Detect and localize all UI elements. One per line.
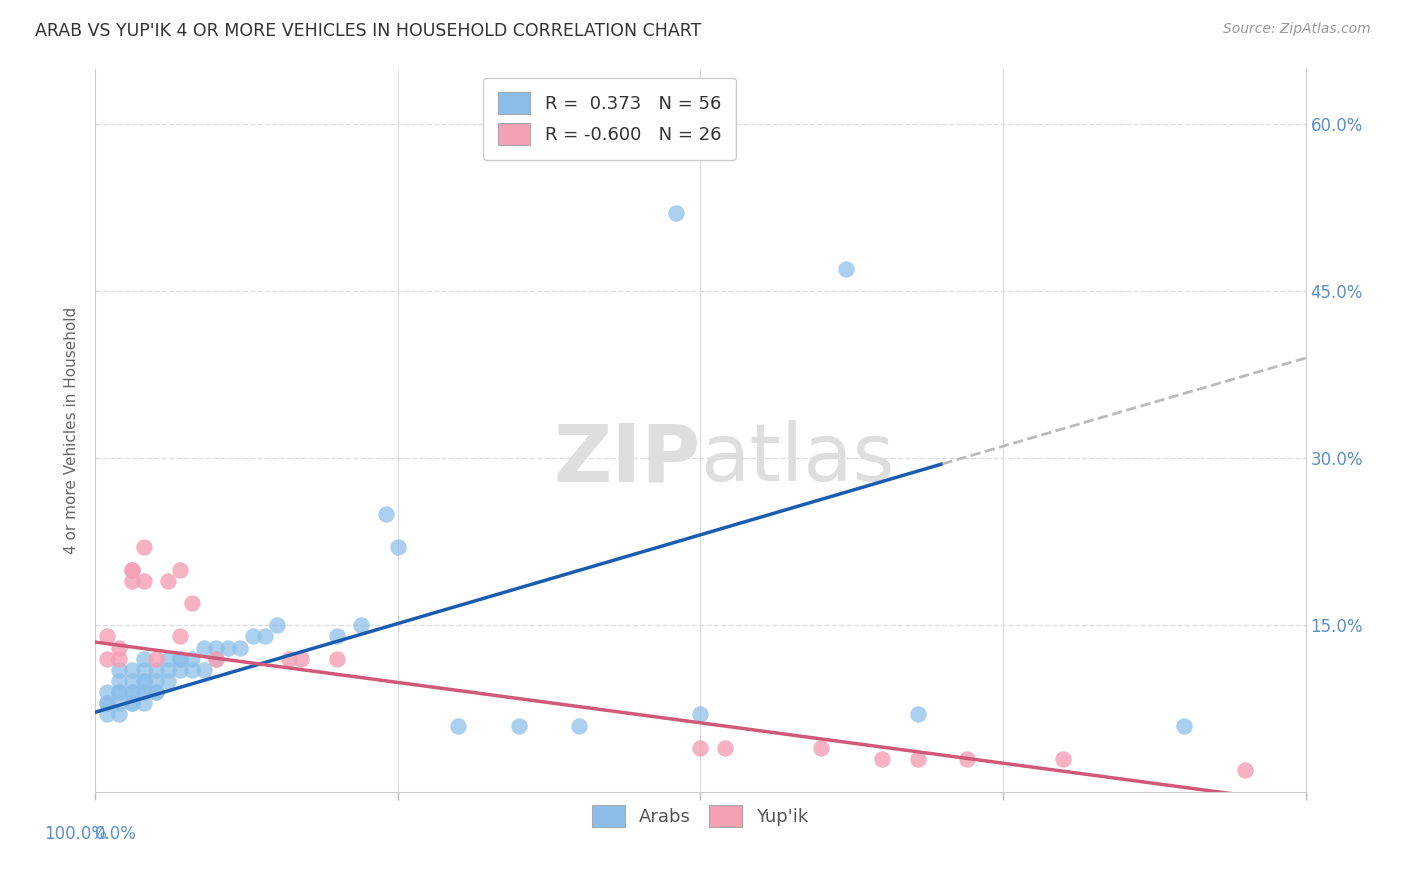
Point [193,663,215,677]
Point [229,640,252,655]
Point [108,663,131,677]
Point [132,652,155,666]
Point [253,630,276,644]
Point [169,563,191,577]
Point [810,740,832,755]
Point [132,685,155,699]
Point [145,685,167,699]
Point [156,574,179,588]
Point [447,718,470,732]
Point [870,752,893,766]
Point [169,652,191,666]
Text: ZIP: ZIP [553,420,700,499]
Text: atlas: atlas [700,420,894,499]
Point [205,652,228,666]
Point [169,630,191,644]
Text: 0.0%: 0.0% [96,825,138,843]
Point [326,630,349,644]
Point [266,618,288,632]
Point [96,630,118,644]
Point [132,574,155,588]
Point [205,640,228,655]
Point [96,707,118,722]
Point [156,674,179,689]
Point [108,685,131,699]
Point [907,752,929,766]
Text: ARAB VS YUP'IK 4 OR MORE VEHICLES IN HOUSEHOLD CORRELATION CHART: ARAB VS YUP'IK 4 OR MORE VEHICLES IN HOU… [35,22,702,40]
Point [1173,718,1195,732]
Point [242,630,264,644]
Point [121,563,143,577]
Point [277,652,299,666]
Point [145,674,167,689]
Point [145,652,167,666]
Point [132,674,155,689]
Point [387,541,409,555]
Point [121,663,143,677]
Point [96,685,118,699]
Point [156,652,179,666]
Point [508,718,530,732]
Point [169,663,191,677]
Text: 100.0%: 100.0% [45,825,107,843]
Point [350,618,373,632]
Point [96,696,118,710]
Point [217,640,239,655]
Point [108,674,131,689]
Point [181,596,204,610]
Point [181,652,204,666]
Point [156,663,179,677]
Point [121,696,143,710]
Point [145,685,167,699]
Point [132,696,155,710]
Point [568,718,591,732]
Point [108,652,131,666]
Point [181,663,204,677]
Point [108,640,131,655]
Point [290,652,312,666]
Point [169,652,191,666]
Point [132,541,155,555]
Point [205,652,228,666]
Point [96,652,118,666]
Point [108,685,131,699]
Point [132,663,155,677]
Point [108,707,131,722]
Point [907,707,929,722]
Point [121,563,143,577]
Point [1233,763,1256,777]
Point [374,507,396,521]
Y-axis label: 4 or more Vehicles in Household: 4 or more Vehicles in Household [65,307,79,554]
Point [121,696,143,710]
Point [193,640,215,655]
Point [132,685,155,699]
Point [96,696,118,710]
Point [121,574,143,588]
Legend: Arabs, Yup'ik: Arabs, Yup'ik [585,797,815,834]
Point [145,663,167,677]
Point [108,696,131,710]
Point [834,262,856,277]
Text: Source: ZipAtlas.com: Source: ZipAtlas.com [1223,22,1371,37]
Point [121,685,143,699]
Point [121,685,143,699]
Point [665,206,688,220]
Point [326,652,349,666]
Point [121,674,143,689]
Point [956,752,979,766]
Point [713,740,735,755]
Point [689,740,711,755]
Point [1052,752,1074,766]
Point [132,674,155,689]
Point [689,707,711,722]
